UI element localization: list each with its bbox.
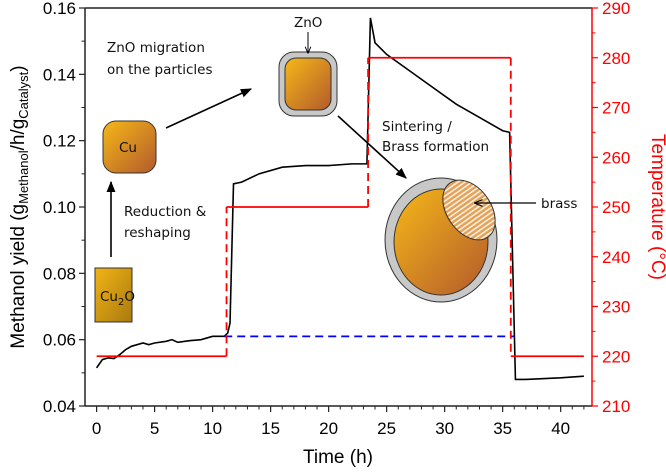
schematic: Cu2O Reduction & reshaping Cu ZnO migrat…: [94, 15, 577, 323]
y-left-tick-label: 0.14: [43, 65, 76, 84]
x-tick-label: 25: [377, 419, 396, 438]
zno-label: ZnO: [294, 15, 322, 31]
migration-label-2: on the particles: [107, 62, 213, 78]
y-left-tick-label: 0.08: [43, 264, 76, 283]
y-left-tick-label: 0.12: [43, 132, 76, 151]
y-right-tick-label: 290: [602, 0, 630, 18]
x-tick-label: 30: [435, 419, 454, 438]
x-tick-label: 40: [551, 419, 570, 438]
y-axis-left-label: Methanol yield (gMethanol/h/gCatalyst): [8, 65, 31, 348]
x-tick-label: 10: [203, 419, 222, 438]
cu2o-particle: [94, 267, 133, 323]
y-left-tick-label: 0.10: [43, 198, 76, 217]
y-right-tick-label: 270: [602, 99, 630, 118]
x-tick-label: 5: [150, 419, 159, 438]
x-tick-label: 20: [319, 419, 338, 438]
y-left-tick-label: 0.04: [43, 397, 76, 416]
y-right-tick-label: 280: [602, 49, 630, 68]
x-tick-label: 15: [261, 419, 280, 438]
x-tick-label: 35: [493, 419, 512, 438]
y-right-tick-label: 220: [602, 347, 630, 366]
sintering-label-2: Brass formation: [382, 139, 489, 155]
y-right-tick-label: 210: [602, 397, 630, 416]
cu2o-label: Cu2O: [100, 289, 135, 308]
y-left-tick-label: 0.16: [43, 0, 76, 18]
brass-region: [442, 179, 496, 241]
cu-particle: [102, 120, 157, 174]
y-axis-right-label: Temperature (°C): [647, 134, 666, 280]
y-left-tick-label: 0.06: [43, 331, 76, 350]
y-right-tick-label: 240: [602, 248, 630, 267]
migration-arrow: [165, 88, 253, 129]
reduction-label-1: Reduction &: [124, 204, 207, 220]
brass-label: brass: [541, 196, 577, 212]
x-axis-label: Time (h): [303, 447, 373, 468]
zno-coated-cu-particle: [284, 57, 332, 111]
reduction-label-2: reshaping: [124, 225, 191, 241]
y-right-tick-label: 260: [602, 148, 630, 167]
sintering-label-1: Sintering /: [382, 119, 452, 135]
migration-label-1: ZnO migration: [107, 40, 205, 56]
sintering-arrow: [337, 115, 407, 179]
y-right-tick-label: 230: [602, 298, 630, 317]
methanol-yield-line: [95, 17, 584, 381]
y-right-tick-label: 250: [602, 198, 630, 217]
x-tick-label: 0: [92, 419, 101, 438]
cu-label: Cu: [119, 140, 137, 156]
